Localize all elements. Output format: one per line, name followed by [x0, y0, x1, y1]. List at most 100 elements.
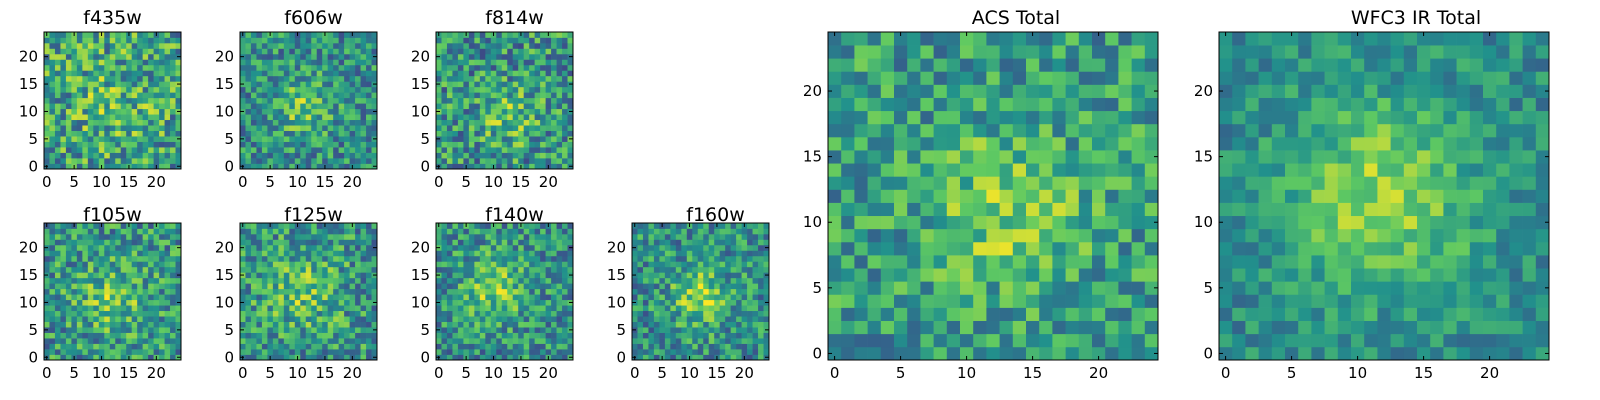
heatmap-cell	[245, 223, 252, 229]
heatmap-cell	[986, 202, 1000, 217]
heatmap-cell	[305, 266, 312, 273]
heatmap-cell	[1131, 189, 1146, 203]
heatmap-cell	[518, 283, 525, 290]
heatmap-cell	[567, 228, 574, 235]
heatmap-cell	[148, 86, 154, 93]
heatmap-cell	[240, 64, 246, 71]
heatmap-cell	[648, 332, 655, 339]
heatmap-cell	[322, 97, 329, 104]
heatmap-cell	[463, 42, 470, 49]
heatmap-cell	[457, 37, 464, 44]
heatmap-cell	[758, 321, 764, 328]
heatmap-cell	[65, 294, 72, 301]
y-tick-label: 15	[19, 75, 38, 93]
heatmap-cell	[960, 189, 974, 203]
heatmap-cell	[175, 283, 182, 290]
heatmap-cell	[142, 163, 149, 170]
heatmap-cell	[551, 266, 557, 273]
heatmap-cell	[164, 103, 171, 110]
heatmap-cell	[153, 327, 160, 333]
heatmap-cell	[529, 152, 535, 159]
heatmap-cell	[1039, 163, 1053, 177]
heatmap-cell	[126, 141, 133, 148]
heatmap-cell	[175, 119, 182, 126]
heatmap-cell	[436, 92, 442, 99]
heatmap-cell	[333, 119, 339, 126]
heatmap-cell	[355, 228, 361, 235]
heatmap-cell	[1105, 333, 1119, 348]
heatmap-cell	[256, 158, 263, 164]
heatmap-cell	[93, 338, 100, 344]
heatmap-cell	[142, 86, 149, 93]
heatmap-cell	[703, 321, 710, 328]
heatmap-cell	[338, 338, 345, 344]
heatmap-cell	[316, 42, 323, 49]
heatmap-cell	[148, 152, 154, 159]
heatmap-cell	[355, 244, 361, 251]
heatmap-cell	[126, 130, 133, 137]
heatmap-cell	[523, 152, 530, 159]
heatmap-cell	[278, 136, 285, 142]
heatmap-cell	[344, 343, 350, 350]
heatmap-cell	[474, 136, 481, 142]
heatmap-cell	[697, 294, 704, 301]
heatmap-cell	[142, 228, 149, 235]
heatmap-cell	[366, 108, 372, 115]
heatmap-cell	[529, 272, 535, 279]
heatmap-cell	[305, 130, 312, 137]
heatmap-cell	[153, 299, 160, 306]
heatmap-cell	[98, 37, 105, 44]
heatmap-cell	[747, 332, 753, 339]
heatmap-cell	[71, 75, 78, 82]
heatmap-cell	[300, 343, 307, 350]
heatmap-cell	[87, 103, 94, 110]
heatmap-cell	[659, 244, 666, 251]
heatmap-cell	[338, 327, 345, 333]
heatmap-cell	[490, 108, 497, 115]
heatmap-cell	[240, 338, 246, 344]
heatmap-cell	[316, 283, 323, 290]
heatmap-cell	[142, 223, 149, 229]
heatmap-cell	[54, 42, 61, 49]
x-tick-label: 5	[69, 364, 79, 382]
heatmap-cell	[540, 81, 546, 88]
heatmap-cell	[556, 233, 563, 240]
heatmap-cell	[322, 130, 329, 137]
heatmap-cell	[355, 305, 361, 312]
heatmap-cell	[714, 349, 721, 355]
heatmap-cell	[278, 299, 285, 306]
heatmap-cell	[131, 114, 138, 121]
heatmap-cell	[366, 332, 372, 339]
x-tick-label: 5	[657, 364, 667, 382]
heatmap-cell	[272, 332, 279, 339]
heatmap-cell	[999, 268, 1014, 282]
heatmap-cell	[741, 299, 748, 306]
heatmap-cell	[747, 283, 753, 290]
heatmap-cell	[115, 272, 122, 279]
heatmap-cell	[261, 81, 268, 88]
heatmap-cell	[87, 288, 94, 295]
heatmap-cell	[436, 119, 442, 126]
heatmap-cell	[98, 343, 105, 350]
heatmap-cell	[540, 136, 546, 142]
heatmap-cell	[98, 327, 105, 333]
heatmap-cell	[457, 261, 464, 268]
heatmap-cell	[659, 261, 666, 268]
heatmap-cell	[170, 141, 176, 148]
heatmap-cell	[670, 244, 677, 251]
heatmap-cell	[322, 152, 329, 159]
heatmap-cell	[518, 103, 525, 110]
heatmap-cell	[283, 119, 290, 126]
heatmap-cell	[556, 321, 563, 328]
heatmap-cell	[245, 343, 252, 350]
heatmap-cell	[44, 321, 50, 328]
heatmap-cell	[545, 86, 552, 93]
heatmap-cell	[71, 277, 78, 284]
heatmap-cell	[670, 223, 677, 229]
heatmap-cell	[148, 125, 154, 131]
heatmap-cell	[556, 255, 563, 262]
heatmap-cell	[1026, 255, 1040, 269]
heatmap-cell	[175, 294, 182, 301]
heatmap-cell	[894, 294, 908, 308]
heatmap-cell	[240, 288, 246, 295]
